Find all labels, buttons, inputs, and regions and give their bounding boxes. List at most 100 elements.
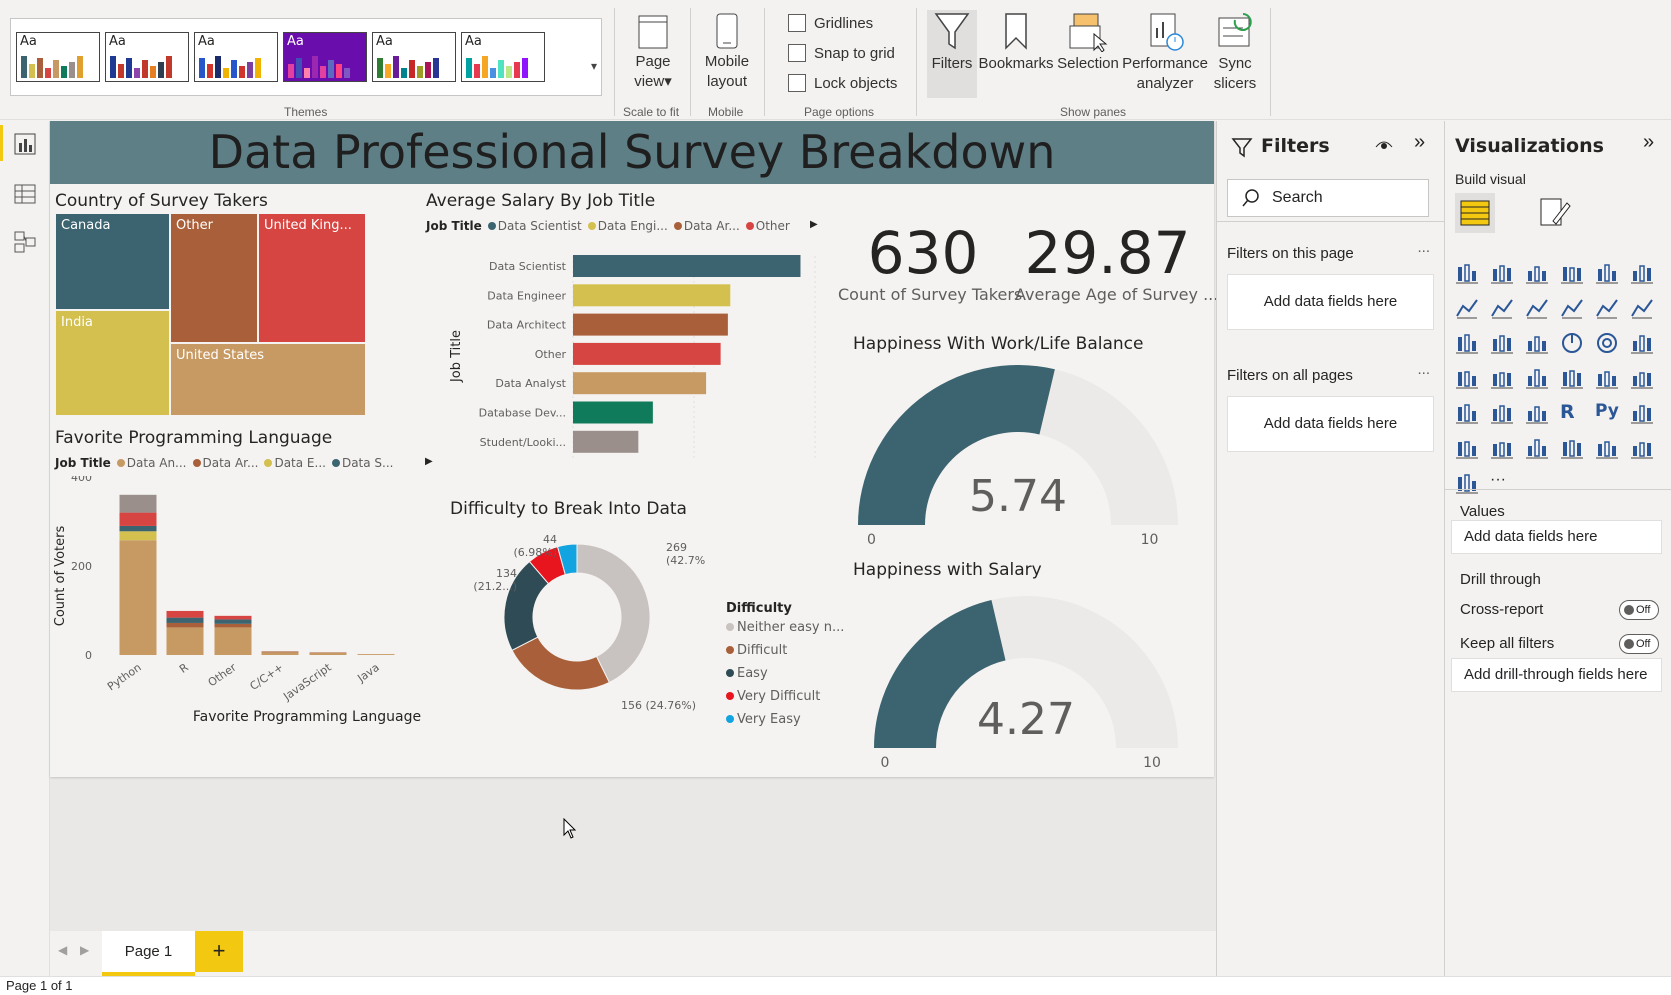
eye-icon[interactable]	[1375, 137, 1393, 151]
legend-item[interactable]: Data S...	[341, 456, 394, 470]
lang-stacked-bar-chart[interactable]: 0 200 400 Python R Other C/C++JavaScript Java Co…	[50, 476, 430, 776]
paginated-report-icon[interactable]	[1560, 436, 1584, 460]
tab-prev-icon[interactable]: ◀	[58, 943, 68, 957]
all-pages-filters-dropzone[interactable]: Add data fields here	[1227, 396, 1434, 452]
theme-swatch[interactable]: Aa	[372, 32, 456, 82]
100-column-icon[interactable]	[1630, 261, 1654, 285]
theme-swatch[interactable]: Aa	[105, 32, 189, 82]
key-influencers-icon[interactable]	[1630, 401, 1654, 425]
pie-icon[interactable]	[1560, 331, 1584, 355]
lock-objects-checkbox[interactable]: Lock objects	[788, 74, 897, 92]
more-options-icon[interactable]: ...	[1417, 239, 1430, 256]
filters-search-input[interactable]: Search	[1227, 179, 1429, 217]
keep-filters-toggle[interactable]: Off	[1619, 634, 1659, 654]
tab-page-1[interactable]: Page 1	[102, 931, 195, 976]
more-options-icon[interactable]: ...	[1417, 361, 1430, 378]
table-icon[interactable]	[1490, 401, 1514, 425]
mobile-layout-button[interactable]: Mobile layout	[700, 12, 754, 92]
treemap-icon[interactable]	[1630, 331, 1654, 355]
page-filters-dropzone[interactable]: Add data fields here	[1227, 274, 1434, 330]
page-view-button[interactable]: Page view▾	[628, 12, 678, 92]
more-visuals-icon[interactable]: ···	[1490, 471, 1514, 495]
smart-narrative-icon[interactable]	[1525, 436, 1549, 460]
salary-bar-chart[interactable]: 0 50 100 Data Scientist Data Engineer Data Ar…	[420, 236, 840, 466]
stacked-area-icon[interactable]	[1525, 296, 1549, 320]
kpi-count-card[interactable]: 630 Count of Survey Takers	[838, 221, 1022, 304]
legend-item[interactable]: Data Engi...	[597, 219, 668, 233]
r-visual-icon[interactable]: R	[1560, 401, 1584, 425]
collapse-viz-icon[interactable]: »	[1643, 131, 1655, 153]
legend-next-icon[interactable]: ▶	[810, 219, 818, 230]
add-page-button[interactable]: +	[195, 931, 243, 972]
python-visual-icon[interactable]: Py	[1595, 401, 1619, 425]
scatter-icon[interactable]	[1525, 331, 1549, 355]
area-chart-icon[interactable]	[1490, 296, 1514, 320]
difficulty-donut-chart[interactable]: 269(42.7%) 156 (24.76%) 134(21.2...) 44(6.9…	[445, 521, 705, 721]
power-automate-icon[interactable]	[1630, 436, 1654, 460]
treemap-cell[interactable]: Canada	[55, 213, 170, 310]
legend-item[interactable]: Very Difficult	[726, 685, 844, 708]
bookmarks-pane-button[interactable]: Bookmarks	[978, 10, 1054, 74]
filters-pane-button[interactable]: Filters	[927, 10, 977, 98]
map-icon[interactable]	[1455, 366, 1479, 390]
power-apps-icon[interactable]	[1595, 436, 1619, 460]
stacked-bar-icon[interactable]	[1455, 261, 1479, 285]
kpi-icon[interactable]	[1630, 366, 1654, 390]
legend-item[interactable]: Data E...	[274, 456, 326, 470]
work-life-gauge[interactable]: 5.74 0 10	[850, 353, 1190, 553]
checkbox-box[interactable]	[788, 74, 806, 92]
funnel-icon[interactable]	[1490, 331, 1514, 355]
gridlines-checkbox[interactable]: Gridlines	[788, 14, 873, 32]
legend-item[interactable]: Data Ar...	[683, 219, 740, 233]
build-visual-tab[interactable]	[1455, 193, 1495, 233]
collapse-filters-icon[interactable]: »	[1414, 131, 1426, 153]
line-chart-icon[interactable]	[1455, 296, 1479, 320]
gauge-icon[interactable]	[1525, 366, 1549, 390]
qna-icon[interactable]	[1490, 436, 1514, 460]
ribbon-chart-icon[interactable]	[1630, 296, 1654, 320]
sync-slicers-button[interactable]: Sync slicers	[1210, 10, 1260, 94]
legend-item[interactable]: Other	[755, 219, 790, 233]
performance-analyzer-button[interactable]: Performance analyzer	[1120, 10, 1210, 94]
treemap-cell[interactable]: Other	[170, 213, 258, 343]
legend-next-icon[interactable]: ▶	[425, 456, 433, 467]
kpi-age-card[interactable]: 29.87 Average Age of Survey ...	[1015, 221, 1218, 304]
legend-item[interactable]: Very Easy	[726, 708, 844, 731]
treemap-cell[interactable]: India	[55, 310, 170, 416]
clustered-bar-icon[interactable]	[1525, 261, 1549, 285]
waterfall-icon[interactable]	[1455, 331, 1479, 355]
matrix-icon[interactable]	[1525, 401, 1549, 425]
legend-item[interactable]: Difficult	[726, 639, 844, 662]
treemap-cell[interactable]: United States	[170, 343, 366, 416]
line-clustered-icon[interactable]	[1595, 296, 1619, 320]
filled-map-icon[interactable]	[1490, 366, 1514, 390]
theme-swatch[interactable]: Aa	[194, 32, 278, 82]
clustered-column-icon[interactable]	[1560, 261, 1584, 285]
legend-item[interactable]: Data An...	[126, 456, 187, 470]
legend-item[interactable]: Data Scientist	[497, 219, 582, 233]
decomposition-tree-icon[interactable]	[1455, 436, 1479, 460]
salary-gauge[interactable]: 4.27 0 10	[858, 576, 1198, 776]
checkbox-box[interactable]	[788, 44, 806, 62]
selection-pane-button[interactable]: Selection	[1055, 10, 1121, 74]
theme-swatch-selected[interactable]: Aa	[283, 32, 367, 82]
drill-through-dropzone[interactable]: Add drill-through fields here	[1451, 658, 1662, 692]
country-treemap[interactable]: Canada Other United King... India United Sta…	[55, 213, 366, 416]
chevron-down-icon[interactable]: ▾	[591, 59, 598, 73]
snap-to-grid-checkbox[interactable]: Snap to grid	[788, 44, 895, 62]
narrative-icon[interactable]	[1455, 471, 1479, 495]
model-view-icon[interactable]	[14, 231, 36, 253]
multi-row-card-icon[interactable]	[1595, 366, 1619, 390]
cross-report-toggle[interactable]: Off	[1619, 600, 1659, 620]
line-column-icon[interactable]	[1560, 296, 1584, 320]
checkbox-box[interactable]	[788, 14, 806, 32]
stacked-column-icon[interactable]	[1490, 261, 1514, 285]
tab-next-icon[interactable]: ▶	[80, 943, 90, 957]
values-dropzone[interactable]: Add data fields here	[1451, 520, 1662, 554]
format-visual-icon[interactable]	[1535, 195, 1571, 231]
report-view-icon[interactable]	[14, 133, 36, 155]
100-bar-icon[interactable]	[1595, 261, 1619, 285]
legend-item[interactable]: Neither easy n...	[726, 616, 844, 639]
treemap-cell[interactable]: United King...	[258, 213, 366, 343]
theme-swatch[interactable]: Aa	[461, 32, 545, 82]
